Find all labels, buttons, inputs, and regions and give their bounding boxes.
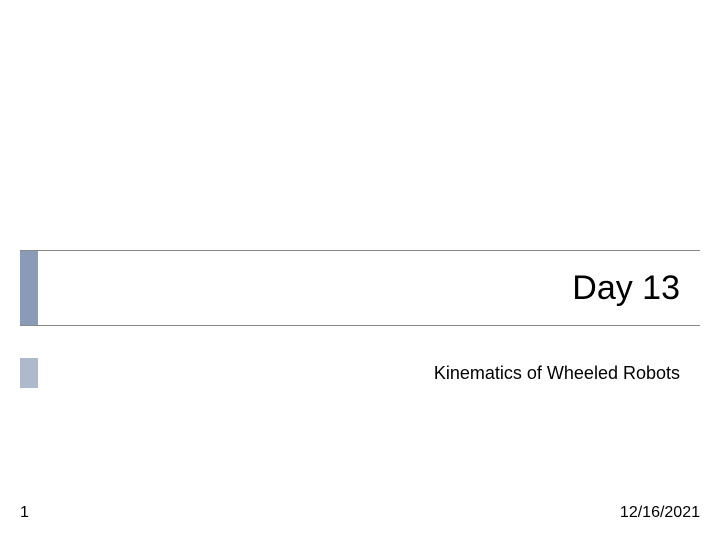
slide-date: 12/16/2021 — [620, 504, 700, 522]
subtitle-row: Kinematics of Wheeled Robots — [20, 358, 700, 388]
slide-title: Day 13 — [38, 269, 700, 308]
slide: Day 13 Kinematics of Wheeled Robots 1 12… — [0, 0, 720, 540]
subtitle-accent-bar — [20, 358, 38, 388]
title-accent-bar — [20, 251, 38, 325]
title-band: Day 13 — [20, 250, 700, 326]
slide-subtitle: Kinematics of Wheeled Robots — [38, 363, 700, 384]
page-number: 1 — [20, 504, 29, 522]
slide-footer: 1 12/16/2021 — [20, 504, 700, 522]
